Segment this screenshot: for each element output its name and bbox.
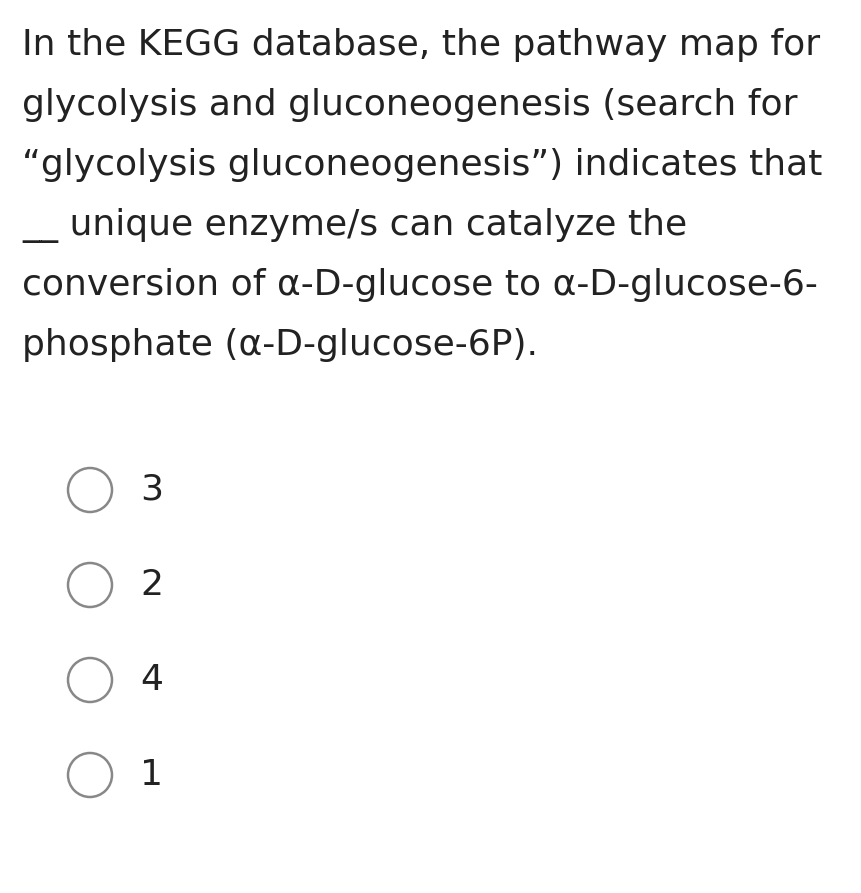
Text: conversion of α-D-glucose to α-D-glucose-6-: conversion of α-D-glucose to α-D-glucose…	[22, 268, 818, 302]
Text: “glycolysis gluconeogenesis”) indicates that: “glycolysis gluconeogenesis”) indicates …	[22, 148, 822, 182]
Text: glycolysis and gluconeogenesis (search for: glycolysis and gluconeogenesis (search f…	[22, 88, 797, 122]
Text: phosphate (α-D-glucose-6P).: phosphate (α-D-glucose-6P).	[22, 328, 538, 362]
Text: __ unique enzyme/s can catalyze the: __ unique enzyme/s can catalyze the	[22, 208, 687, 243]
Text: 3: 3	[140, 473, 163, 507]
Text: In the KEGG database, the pathway map for: In the KEGG database, the pathway map fo…	[22, 28, 821, 62]
Text: 1: 1	[140, 758, 163, 792]
Text: 2: 2	[140, 568, 163, 602]
Text: 4: 4	[140, 663, 163, 697]
